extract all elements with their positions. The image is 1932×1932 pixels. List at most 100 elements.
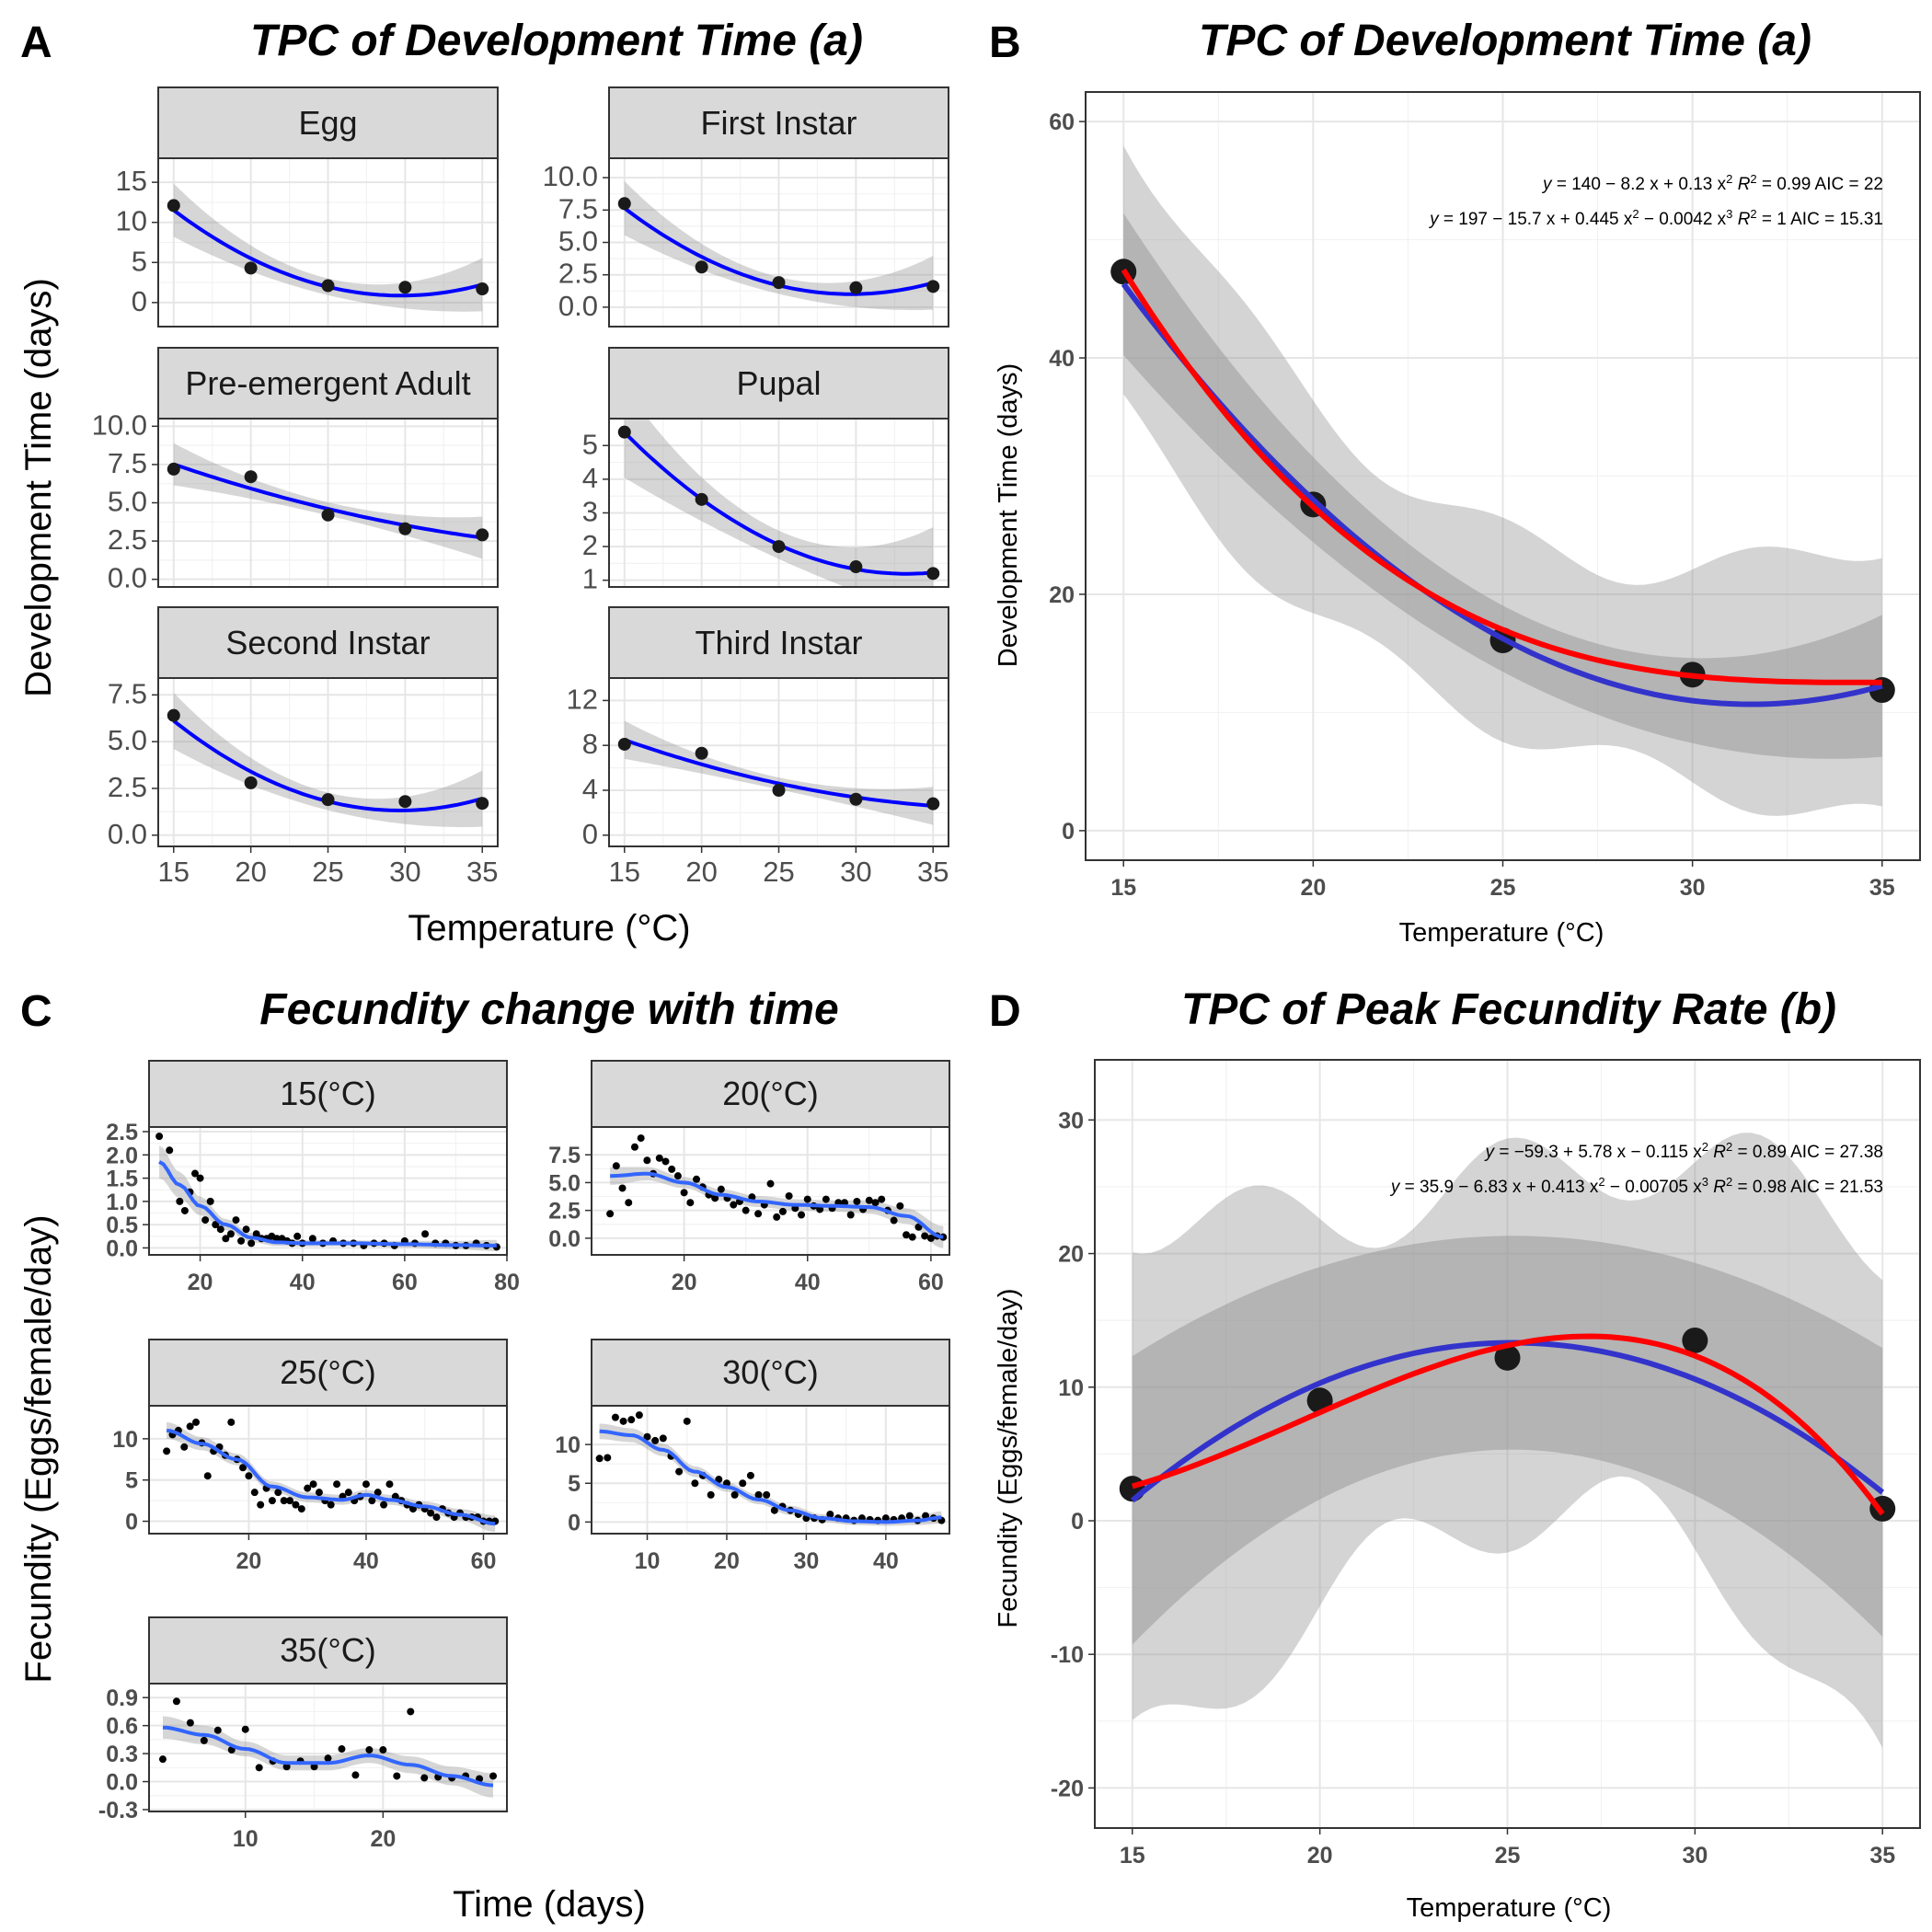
- panel-c-data-point: [770, 1506, 778, 1514]
- panel-c-data-point: [627, 1416, 636, 1424]
- panel-c-data-point: [619, 1417, 627, 1425]
- panel-c-ytick-label: 2.5: [548, 1199, 581, 1225]
- panel-c-ytick-label: 0.3: [106, 1742, 138, 1767]
- panel-c-data-point: [871, 1199, 880, 1207]
- panel-c-ylabel: Fecundity (Eggs/female/day): [18, 1214, 59, 1683]
- panel-a-ylabel: Development Time (days): [18, 278, 59, 697]
- panel-a-strip-label: First Instar: [700, 104, 857, 142]
- panel-c-data-point: [374, 1489, 382, 1497]
- panel-c-data-point: [379, 1746, 387, 1754]
- panel-c-strip: [148, 1060, 508, 1128]
- panel-c-data-point: [853, 1197, 861, 1205]
- panel-a-data-point: [167, 708, 180, 722]
- panel-c-smooth-line: [166, 1428, 496, 1526]
- panel-c-xtick-label: 40: [873, 1548, 899, 1574]
- panel-c-ytick-label: 0.5: [106, 1213, 138, 1238]
- panel-c-ytick-label: 5.0: [548, 1170, 581, 1196]
- panel-c-ytick-label: 5: [568, 1471, 581, 1497]
- panel-a-data-point: [695, 260, 708, 274]
- panel-c-data-point: [227, 1418, 236, 1426]
- panel-a-xtick-label: 20: [685, 856, 717, 888]
- panel-c-data-point: [606, 1210, 615, 1218]
- panel-c-facet-1: 20(°C) 0.02.5 5.07.5 20 40 60: [548, 1060, 950, 1295]
- panel-c-data-point: [166, 1146, 174, 1155]
- equation-lhs: y: [1389, 1178, 1401, 1197]
- panel-c-data-point: [186, 1422, 194, 1431]
- panel-a-ytick-label: 2: [582, 529, 598, 561]
- panel-a-letter: A: [20, 18, 52, 67]
- panel-a-data-point: [849, 560, 863, 574]
- panel-c-data-point: [611, 1413, 619, 1421]
- panel-a-ytick-label: 12: [567, 683, 598, 715]
- panel-c-data-point: [163, 1447, 171, 1455]
- panel-a-xtick-label: 20: [235, 856, 266, 888]
- panel-c-data-point: [878, 1195, 886, 1203]
- panel-b-ylabel: Development Time (days): [994, 363, 1023, 667]
- panel-c-data-point: [890, 1216, 898, 1225]
- equation-aic: AIC = 27.38: [1787, 1143, 1883, 1162]
- panel-c-data-point: [595, 1455, 604, 1463]
- panel-d-ytick-label: -10: [1051, 1642, 1084, 1668]
- equation-exponent: 2: [1598, 1175, 1604, 1189]
- panel-c-data-point: [286, 1497, 294, 1505]
- panel-c-data-point: [673, 1172, 682, 1180]
- panel-c-strip: [148, 1339, 508, 1407]
- panel-a-ytick-label: 10: [116, 205, 147, 237]
- panel-a-ytick-label: 3: [582, 495, 598, 527]
- equation-r2-value: = 0.98: [1732, 1178, 1787, 1197]
- panel-b-ytick-label: 0: [1062, 819, 1075, 845]
- panel-c-data-point: [846, 1211, 855, 1219]
- panel-a-data-point: [244, 261, 258, 275]
- panel-c-facet-background: [149, 1684, 507, 1811]
- panel-c-data-point: [643, 1432, 651, 1441]
- panel-c-data-point: [222, 1235, 230, 1243]
- panel-c-data-point: [407, 1708, 415, 1716]
- panel-c-facet-0: 15(°C) 0.00.51.01.52.02.5 20 40 60 80: [106, 1060, 520, 1295]
- panel-a-data-point: [398, 281, 412, 294]
- panel-b-letter: B: [989, 18, 1021, 67]
- panel-b-cubic-fit-line: [1121, 268, 1882, 685]
- panel-b-xtick-label: 35: [1869, 875, 1895, 901]
- panel-d-ytick-label: 20: [1058, 1242, 1084, 1268]
- panel-b-equation: y = 197 − 15.7 x + 0.445 x2 − 0.0042 x3 …: [1428, 207, 1883, 230]
- panel-b-ytick-label: 20: [1049, 582, 1075, 608]
- panel-c-xtick-label: 40: [353, 1548, 379, 1574]
- panel-d-cubic-fit-line: [1131, 1333, 1885, 1516]
- panel-c-smooth-line: [610, 1171, 944, 1239]
- panel-c-data-point: [172, 1697, 180, 1706]
- panel-a-strip: [157, 347, 499, 420]
- panel-c-data-point: [226, 1230, 235, 1238]
- panel-c-data-point: [239, 1464, 247, 1472]
- panel-a-data-point: [772, 276, 786, 290]
- panel-d-ytick-label: -20: [1051, 1776, 1084, 1801]
- panel-c-data-point: [421, 1230, 430, 1238]
- panel-a-ytick-label: 5.0: [108, 486, 147, 518]
- panel-c-data-point: [351, 1771, 360, 1779]
- panel-c-data-point: [680, 1189, 688, 1197]
- panel-a-data-point: [476, 282, 489, 296]
- panel-c-xlabel: Time (days): [453, 1884, 646, 1925]
- panel-a-xtick-label: 15: [158, 856, 190, 888]
- panel-c-data-point: [268, 1497, 276, 1505]
- panel-d-letter: D: [989, 987, 1021, 1036]
- panel-a-facet-0: Egg 0 5 10 15: [116, 86, 499, 328]
- panel-b-equation: y = 140 − 8.2 x + 0.13 x2 R2 = 0.99 AIC …: [1541, 172, 1883, 195]
- panel-c-data-point: [717, 1185, 725, 1193]
- panel-a-ytick-label: 5: [582, 428, 598, 460]
- panel-c-data-point: [344, 1489, 352, 1497]
- panel-a-ytick-label: 0.0: [558, 290, 598, 322]
- panel-a-ytick-label: 10.0: [92, 408, 147, 441]
- panel-c-data-point: [158, 1755, 167, 1764]
- panel-c-data-point: [683, 1417, 691, 1425]
- panel-a-data-point: [772, 540, 786, 554]
- panel-a-data-point: [244, 776, 258, 789]
- equation-r2-label: R: [1738, 210, 1751, 229]
- panel-a-ytick-label: 0.0: [108, 562, 147, 594]
- panel-c-data-point: [380, 1501, 388, 1509]
- equation-r2-value: = 0.89: [1732, 1143, 1787, 1162]
- panel-a-data-point: [695, 746, 708, 760]
- panel-c-data-point: [826, 1510, 834, 1518]
- panel-a-xtick-label: 25: [763, 856, 794, 888]
- panel-a-strip: [157, 86, 499, 159]
